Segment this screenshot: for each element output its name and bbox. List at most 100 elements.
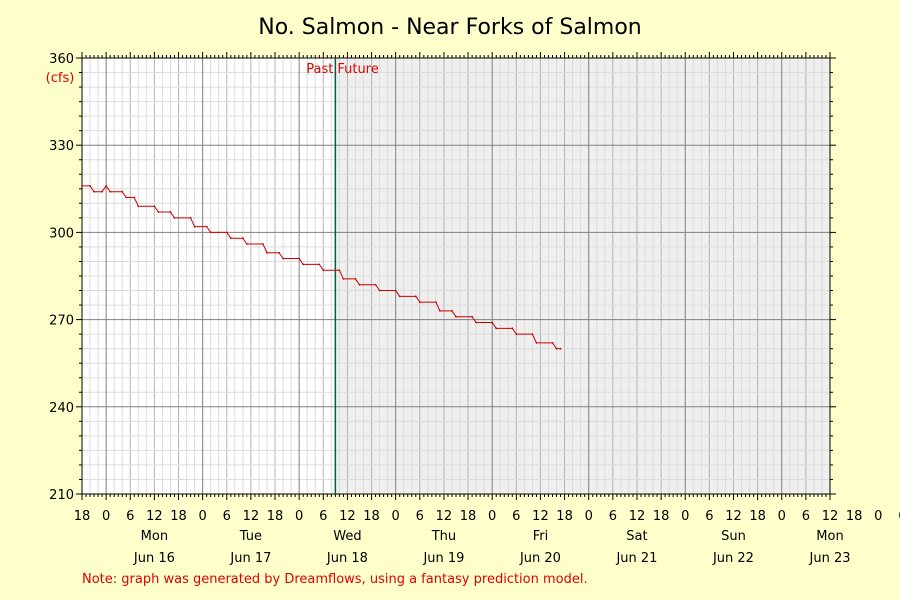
- x-tick-label: 12: [629, 509, 646, 524]
- data-point: [109, 190, 112, 193]
- data-point: [81, 184, 83, 187]
- data-point: [153, 205, 156, 208]
- day-name-label: Thu: [431, 529, 456, 544]
- data-point: [318, 263, 321, 266]
- x-tick-label: 12: [532, 509, 549, 524]
- day-name-label: Sun: [721, 529, 746, 544]
- x-tick-label: 18: [74, 509, 91, 524]
- data-point: [495, 327, 498, 330]
- data-point: [398, 295, 401, 298]
- data-point: [455, 315, 457, 318]
- data-point: [89, 184, 91, 187]
- day-labels: Mon Jun 16 Tue Jun 17 Wed Jun 18 Thu Jun 19 Fri J…: [133, 529, 851, 566]
- data-point: [515, 333, 518, 336]
- data-point: [342, 278, 345, 280]
- y-tick-labels: 210 240 270 300 330 360: [49, 52, 74, 503]
- data-point: [451, 309, 453, 312]
- date-label: Jun 21: [615, 551, 657, 566]
- day-name-label: Mon: [816, 529, 843, 544]
- data-point: [278, 251, 280, 254]
- x-tick-label: 0: [488, 509, 496, 524]
- x-tick-label: 6: [319, 509, 327, 524]
- data-point: [298, 257, 301, 260]
- data-point: [245, 243, 248, 245]
- data-point: [559, 347, 562, 350]
- x-tick-label: 18: [267, 509, 284, 524]
- x-tick-label: 6: [416, 509, 424, 524]
- date-label: Jun 18: [326, 551, 368, 566]
- date-label: Jun 23: [809, 551, 851, 566]
- data-point: [511, 327, 514, 330]
- series-points: [81, 184, 562, 350]
- data-point: [358, 283, 361, 286]
- minor-grid: [81, 58, 831, 494]
- data-point: [338, 269, 341, 272]
- data-point: [225, 231, 228, 234]
- x-tick-label: 18: [749, 509, 766, 524]
- day-name-label: Fri: [533, 529, 549, 544]
- data-point: [354, 278, 357, 280]
- data-point: [137, 205, 140, 208]
- x-tick-label: 18: [460, 509, 477, 524]
- y-tick-label: 240: [49, 401, 74, 416]
- x-tick-label: 12: [339, 509, 356, 524]
- day-name-label: Wed: [333, 529, 361, 544]
- x-tick-label: 18: [363, 509, 380, 524]
- data-point: [189, 216, 192, 219]
- data-point: [302, 263, 305, 266]
- data-point: [322, 269, 325, 272]
- x-tick-label: 12: [436, 509, 453, 524]
- x-tick-label: 12: [146, 509, 163, 524]
- x-tick-label: 0: [681, 509, 689, 524]
- data-point: [434, 301, 437, 304]
- data-point: [555, 347, 558, 350]
- date-label: Jun 16: [133, 551, 175, 566]
- x-tick-label: 0: [102, 509, 110, 524]
- y-tick-label: 330: [49, 139, 74, 154]
- day-name-label: Mon: [141, 529, 168, 544]
- model-note: Note: graph was generated by Dreamflows,…: [82, 572, 588, 587]
- x-tick-label: 6: [898, 509, 900, 524]
- date-label: Jun 19: [422, 551, 464, 566]
- x-tick-label: 12: [725, 509, 742, 524]
- data-point: [551, 341, 554, 344]
- data-point: [173, 216, 176, 219]
- x-tick-label: 6: [223, 509, 231, 524]
- chart-title: No. Salmon - Near Forks of Salmon: [258, 15, 642, 40]
- x-tick-label: 0: [392, 509, 400, 524]
- x-tick-label: 18: [170, 509, 187, 524]
- data-point: [394, 289, 397, 292]
- y-unit-label: (cfs): [46, 71, 75, 86]
- day-name-label: Tue: [239, 529, 262, 544]
- data-point: [414, 295, 417, 298]
- x-tick-label: 18: [556, 509, 573, 524]
- data-point: [262, 243, 264, 245]
- date-label: Jun 20: [519, 551, 561, 566]
- x-tick-labels: 18 0 6 12 18 0 6 12 18 0 6 12 18 0 6 12 18 0 6 12 18 0 6 12 18 0 6…: [74, 509, 900, 524]
- x-tick-label: 0: [874, 509, 882, 524]
- x-tick-label: 0: [778, 509, 786, 524]
- x-tick-label: 0: [585, 509, 593, 524]
- major-grid: [82, 57, 830, 495]
- data-point: [378, 289, 381, 292]
- data-point: [475, 321, 478, 324]
- x-tick-label: 0: [199, 509, 207, 524]
- data-point: [266, 251, 268, 254]
- date-label: Jun 22: [712, 551, 754, 566]
- plot-frame: [81, 57, 831, 495]
- x-tick-label: 18: [653, 509, 670, 524]
- date-label: Jun 17: [229, 551, 271, 566]
- x-tick-label: 18: [846, 509, 863, 524]
- past-label: Past: [306, 62, 333, 77]
- x-tick-label: 6: [705, 509, 713, 524]
- x-tick-label: 12: [243, 509, 260, 524]
- data-point: [209, 231, 212, 234]
- data-point: [193, 225, 196, 228]
- data-point: [439, 309, 441, 312]
- data-point: [531, 333, 534, 336]
- y-tick-label: 270: [49, 314, 74, 329]
- data-point: [229, 237, 232, 240]
- data-point: [282, 257, 284, 260]
- data-point: [491, 321, 494, 324]
